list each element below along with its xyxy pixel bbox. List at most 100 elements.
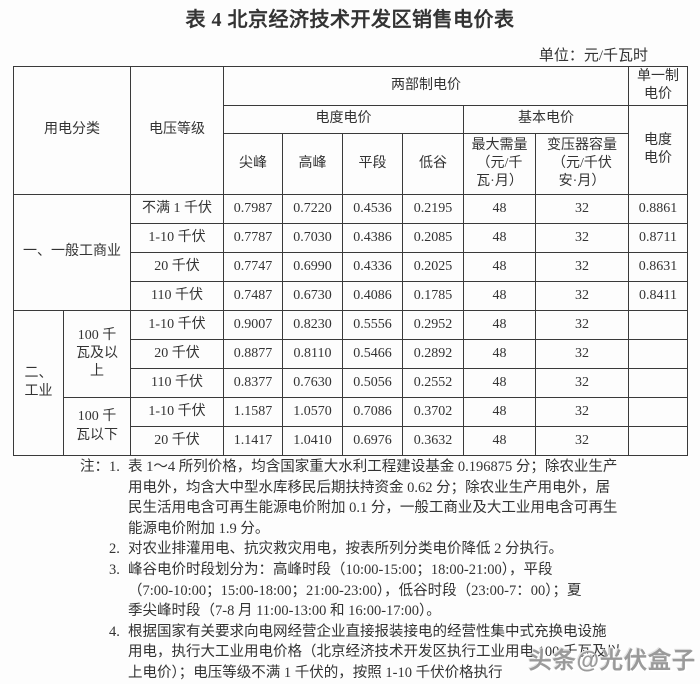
single-tariff-cell — [628, 339, 688, 369]
notes-label: 注： — [80, 459, 109, 475]
valley-cell: 0.1785 — [402, 281, 464, 311]
note-text: 对农业排灌用电、抗灾救灾用电，按表所列分类电价降低 2 分执行。 — [128, 541, 563, 558]
single-tariff-cell: 0.8411 — [628, 281, 688, 311]
valley-cell: 0.2552 — [402, 368, 464, 398]
transformer-capacity-cell: 32 — [535, 397, 629, 427]
header-sharp-peak: 尖峰 — [223, 133, 283, 195]
table-row: 1-10 千伏 0.7787 0.7030 0.4386 0.2085 48 3… — [14, 223, 688, 253]
note-item: 2. 对农业排灌用电、抗灾救灾用电，按表所列分类电价降低 2 分执行。 — [109, 539, 684, 560]
max-demand-cell: 48 — [463, 310, 536, 340]
header-single-energy-price: 电度 电价 — [628, 105, 688, 195]
transformer-capacity-cell: 32 — [535, 368, 629, 398]
table-row: 20 千伏 0.8877 0.8110 0.5466 0.2892 48 32 — [14, 339, 688, 369]
peak-cell: 0.8110 — [282, 339, 343, 369]
sharp-peak-cell: 1.1587 — [223, 397, 283, 427]
sharp-peak-cell: 0.7747 — [223, 252, 283, 282]
flat-cell: 0.7086 — [342, 397, 403, 427]
valley-cell: 0.3632 — [402, 426, 464, 456]
sharp-peak-cell: 0.7487 — [223, 281, 283, 311]
note-text: 峰谷电价时段划分为：高峰时段（10:00-15:00；18:00-21:00），… — [128, 561, 582, 620]
note-number: 4. — [109, 623, 120, 640]
voltage-cell: 1-10 千伏 — [130, 310, 224, 340]
peak-cell: 1.0410 — [282, 426, 343, 456]
unit-label: 单位：元/千瓦时 — [538, 48, 648, 64]
flat-cell: 0.5056 — [342, 368, 403, 398]
single-tariff-cell — [628, 426, 688, 456]
valley-cell: 0.2025 — [402, 252, 464, 282]
note-item: 3. 峰谷电价时段划分为：高峰时段（10:00-15:00；18:00-21:0… — [109, 560, 684, 622]
transformer-capacity-cell: 32 — [535, 339, 629, 369]
peak-cell: 0.7630 — [282, 368, 343, 398]
peak-cell: 1.0570 — [282, 397, 343, 427]
flat-cell: 0.4086 — [342, 281, 403, 311]
transformer-capacity-cell: 32 — [535, 310, 629, 340]
table-row: 一、一般工商业 不满 1 千伏 0.7987 0.7220 0.4536 0.2… — [13, 194, 688, 311]
table-row: 20 千伏 1.1417 1.0410 0.6976 0.3632 48 32 — [14, 426, 688, 456]
category-cell: 二、 工业 — [13, 310, 64, 456]
table-row: 110 千伏 0.7487 0.6730 0.4086 0.1785 48 32… — [14, 281, 688, 311]
max-demand-cell: 48 — [463, 281, 536, 311]
flat-cell: 0.5556 — [342, 310, 403, 340]
single-tariff-cell — [628, 397, 688, 427]
single-tariff-cell — [628, 310, 688, 340]
valley-cell: 0.2892 — [402, 339, 464, 369]
header-max-demand: 最大需量 （元/千 瓦·月） — [463, 133, 536, 195]
header-row: 电度电价 基本电价 电度 电价 — [14, 105, 688, 195]
peak-cell: 0.8230 — [282, 310, 343, 340]
transformer-capacity-cell: 32 — [535, 194, 629, 224]
note-number: 1. — [109, 459, 120, 475]
voltage-cell: 110 千伏 — [130, 281, 224, 311]
note-number: 2. — [109, 541, 120, 558]
sharp-peak-cell: 0.7787 — [223, 223, 283, 253]
voltage-cell: 1-10 千伏 — [130, 397, 224, 427]
header-voltage-level: 电压等级 — [130, 66, 224, 195]
valley-cell: 0.2952 — [402, 310, 464, 340]
transformer-capacity-cell: 32 — [535, 223, 629, 253]
page-title: 表 4 北京经济技术开发区销售电价表 — [185, 9, 515, 31]
max-demand-cell: 48 — [463, 397, 536, 427]
transformer-capacity-cell: 32 — [535, 281, 629, 311]
single-tariff-cell: 0.8631 — [628, 252, 688, 282]
sharp-peak-cell: 0.8377 — [223, 368, 283, 398]
single-tariff-cell — [628, 368, 688, 398]
header-flat: 平段 — [342, 133, 403, 195]
peak-cell: 0.6730 — [282, 281, 343, 311]
flat-cell: 0.4386 — [342, 223, 403, 253]
peak-cell: 0.6990 — [282, 252, 343, 282]
voltage-cell: 20 千伏 — [130, 426, 224, 456]
header-row: 尖峰 高峰 平段 低谷 最大需量 （元/千 瓦·月） 变压器容量 （元/千伏 安… — [14, 133, 688, 195]
sharp-peak-cell: 0.8877 — [223, 339, 283, 369]
header-energy-price: 电度电价 — [223, 105, 464, 134]
voltage-cell: 20 千伏 — [130, 339, 224, 369]
valley-cell: 0.2195 — [402, 194, 464, 224]
table-row: 二、 工业 100 千 瓦及以 上 1-10 千伏 0.9007 0.8230 … — [13, 310, 688, 456]
category-cell: 一、一般工商业 — [13, 194, 131, 311]
watermark: 头条@光伏盒子 — [528, 647, 696, 673]
voltage-cell: 不满 1 千伏 — [130, 194, 224, 224]
transformer-capacity-cell: 32 — [535, 252, 629, 282]
flat-cell: 0.5466 — [342, 339, 403, 369]
single-tariff-cell: 0.8861 — [628, 194, 688, 224]
max-demand-cell: 48 — [463, 194, 536, 224]
header-basic-price: 基本电价 — [463, 105, 629, 134]
transformer-capacity-cell: 32 — [535, 426, 629, 456]
note-text: 表 1～4 所列价格，均含国家重大水利工程建设基金 0.196875 分；除农业… — [128, 459, 618, 537]
flat-cell: 0.4336 — [342, 252, 403, 282]
max-demand-cell: 48 — [463, 368, 536, 398]
max-demand-cell: 48 — [463, 252, 536, 282]
peak-cell: 0.7220 — [282, 194, 343, 224]
table-row: 110 千伏 0.8377 0.7630 0.5056 0.2552 48 32 — [14, 368, 688, 398]
single-tariff-cell: 0.8711 — [628, 223, 688, 253]
valley-cell: 0.2085 — [402, 223, 464, 253]
sharp-peak-cell: 1.1417 — [223, 426, 283, 456]
voltage-cell: 20 千伏 — [130, 252, 224, 282]
subgroup-cell: 100 千 瓦以下 — [63, 397, 131, 456]
voltage-cell: 1-10 千伏 — [130, 223, 224, 253]
max-demand-cell: 48 — [463, 339, 536, 369]
max-demand-cell: 48 — [463, 223, 536, 253]
header-transformer-capacity: 变压器容量 （元/千伏 安·月） — [535, 133, 629, 195]
flat-cell: 0.4536 — [342, 194, 403, 224]
header-two-part-tariff: 两部制电价 — [223, 66, 629, 106]
valley-cell: 0.3702 — [402, 397, 464, 427]
header-peak: 高峰 — [282, 133, 343, 195]
